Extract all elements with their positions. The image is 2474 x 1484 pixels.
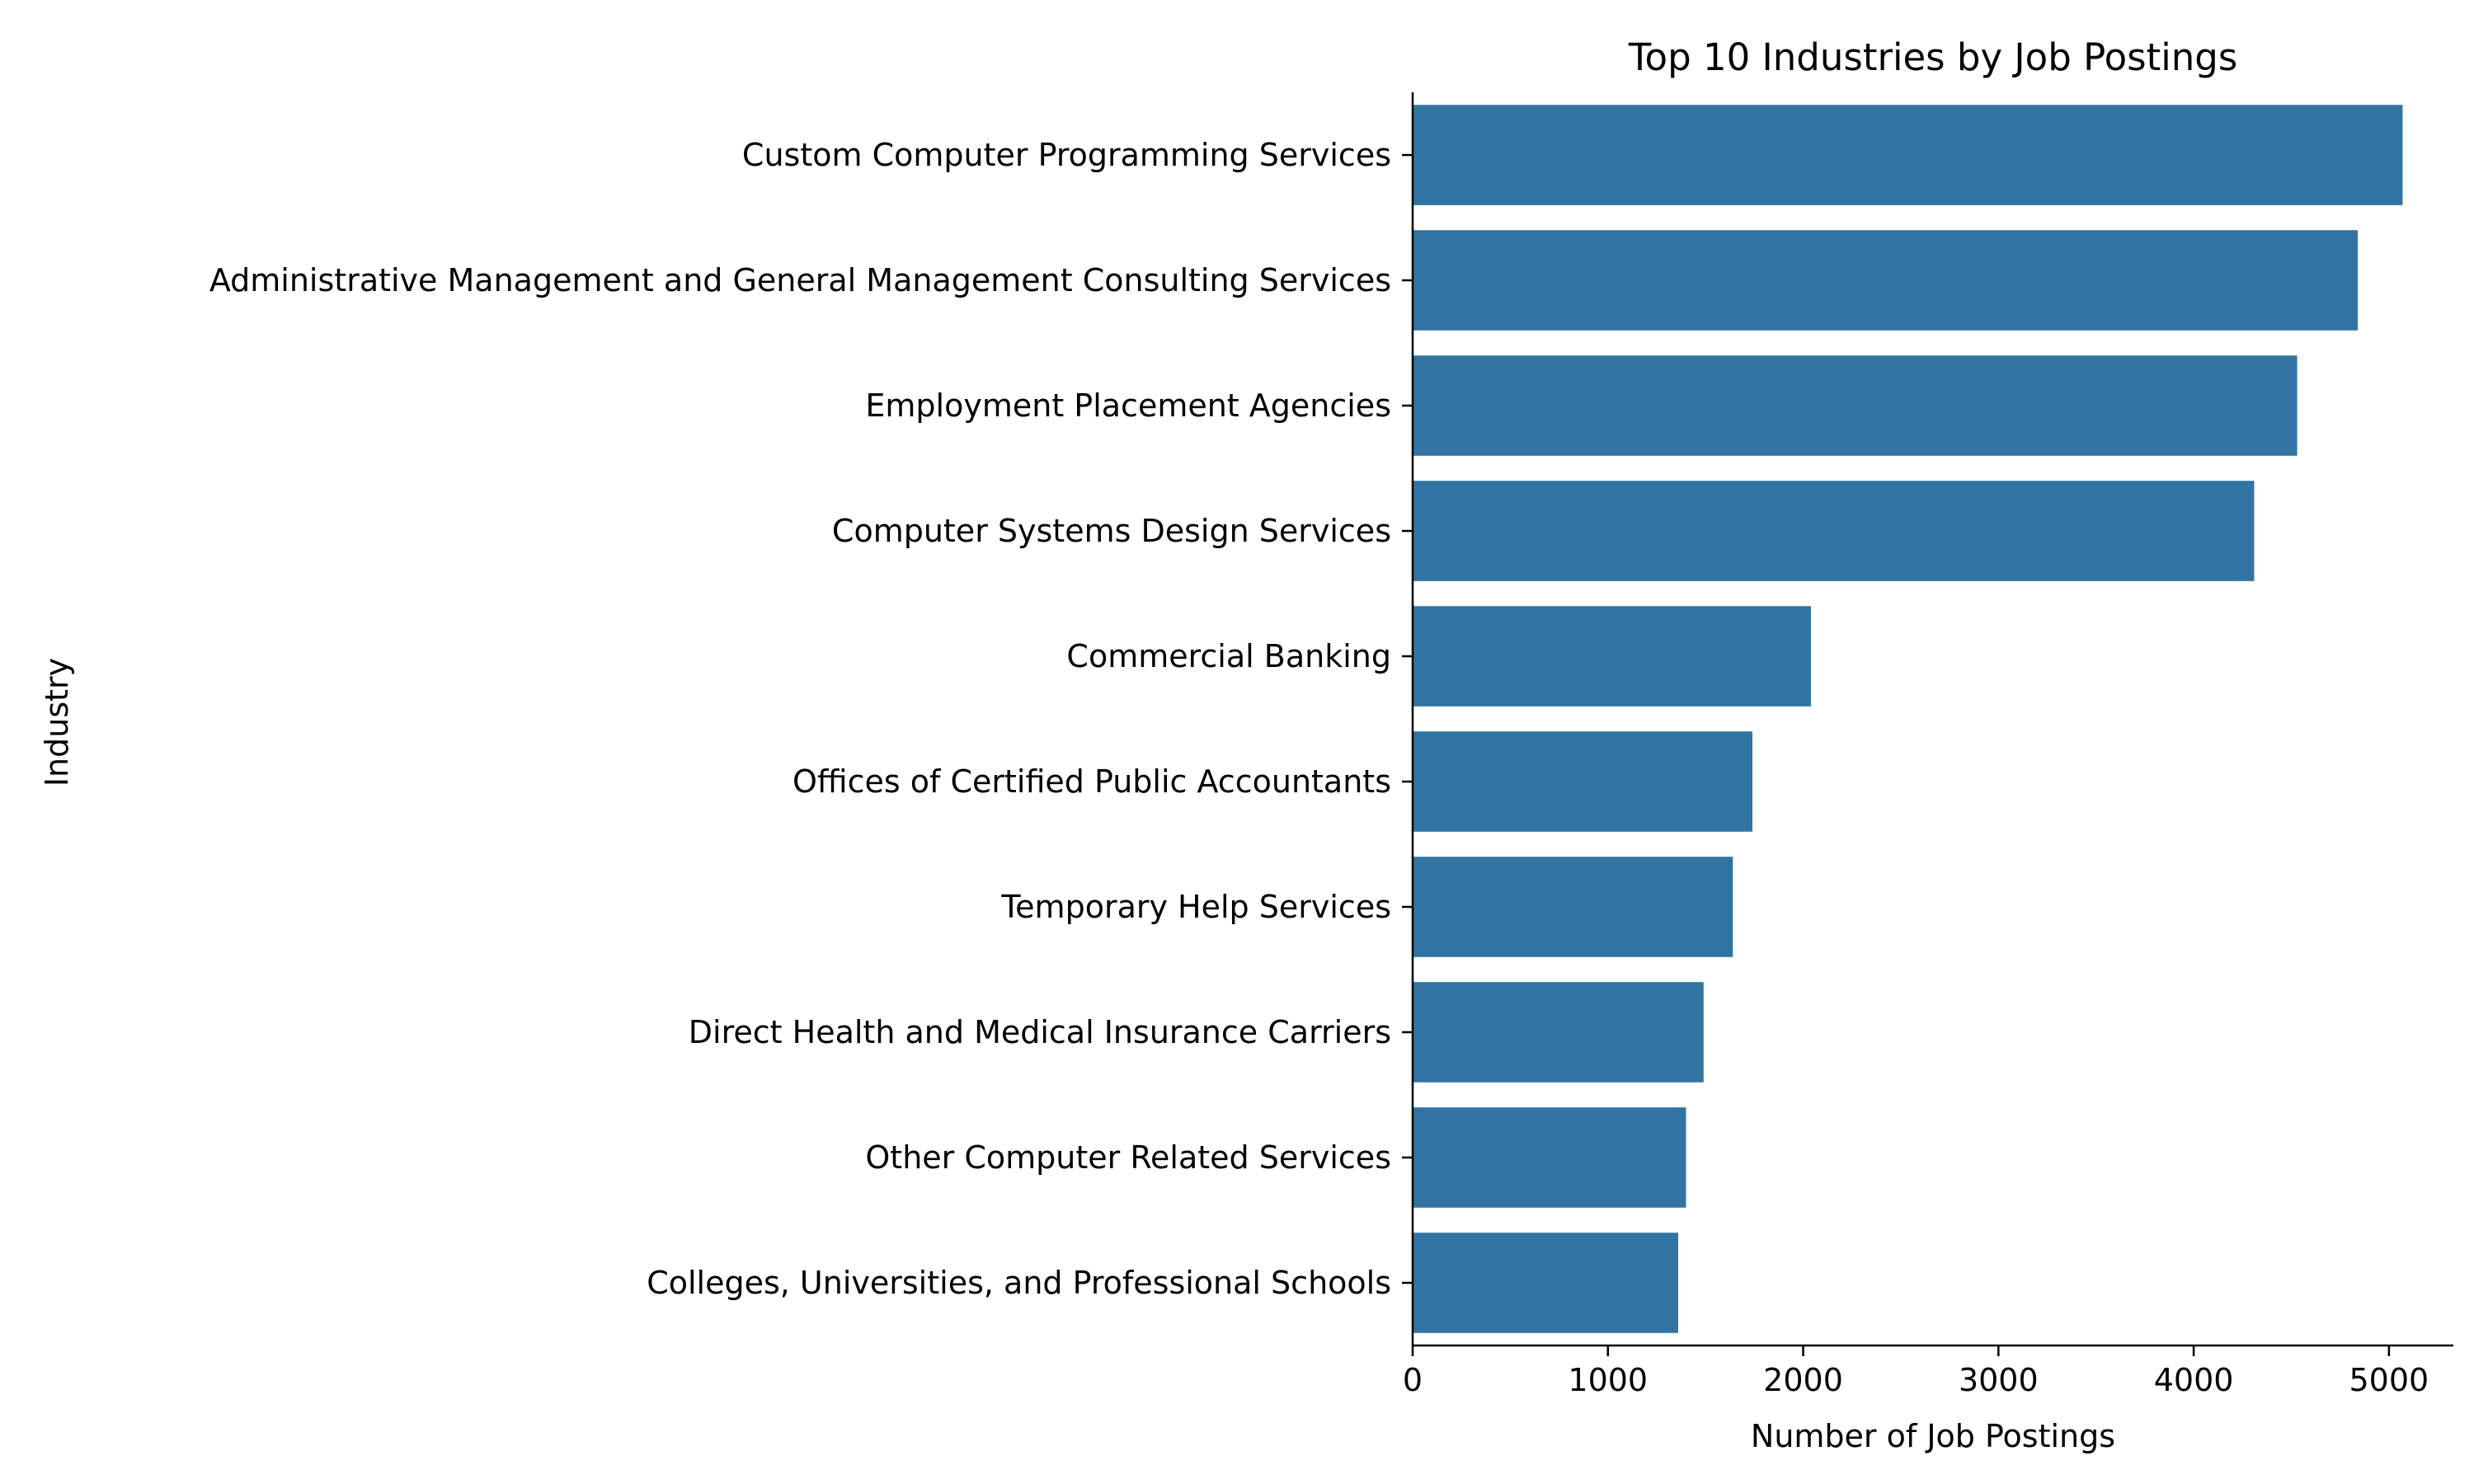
bar [1413, 105, 2403, 205]
y-tick-label: Administrative Management and General Ma… [209, 262, 1391, 298]
y-tick-label: Offices of Certified Public Accountants [793, 763, 1391, 800]
x-axis-label: Number of Job Postings [1751, 1418, 2115, 1454]
y-tick-label: Direct Health and Medical Insurance Carr… [689, 1014, 1391, 1050]
bar [1413, 230, 2358, 331]
y-tick-label: Other Computer Related Services [865, 1139, 1391, 1176]
bar [1413, 481, 2255, 581]
y-tick-label: Employment Placement Agencies [865, 387, 1391, 424]
y-tick-label: Colleges, Universities, and Professional… [647, 1265, 1391, 1301]
chart-title: Top 10 Industries by Job Postings [1628, 35, 2238, 79]
y-tick-label: Temporary Help Services [1000, 889, 1391, 925]
bar [1413, 1107, 1686, 1208]
x-tick-label: 1000 [1568, 1362, 1648, 1398]
x-tick-label: 2000 [1763, 1362, 1843, 1398]
x-tick-label: 3000 [1959, 1362, 2039, 1398]
y-tick-label: Custom Computer Programming Services [742, 137, 1391, 173]
bar [1413, 731, 1752, 832]
x-axis: 0 1000 2000 3000 4000 5000 [1403, 1345, 2429, 1398]
bar [1413, 355, 2298, 456]
x-tick-label: 5000 [2349, 1362, 2429, 1398]
y-tick-label: Commercial Banking [1066, 638, 1391, 674]
y-axis: Custom Computer Programming Services Admi… [209, 137, 1413, 1301]
x-tick-label: 4000 [2154, 1362, 2234, 1398]
bar [1413, 606, 1812, 707]
bars-group [1413, 105, 2403, 1333]
y-axis-label: Industry [39, 658, 75, 787]
bar [1413, 857, 1733, 957]
bar [1413, 982, 1704, 1082]
bar [1413, 1233, 1679, 1333]
y-tick-label: Computer Systems Design Services [832, 513, 1391, 549]
x-tick-label: 0 [1403, 1362, 1423, 1398]
